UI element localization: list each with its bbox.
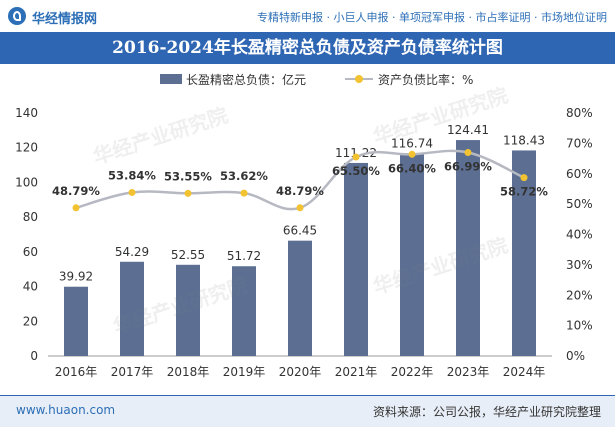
y-right-tick-label: 40% — [566, 228, 593, 242]
ratio-value-label: 65.50% — [332, 164, 380, 178]
legend-bar-label: 长盈精密总负债：亿元 — [186, 73, 307, 87]
logo-icon — [8, 7, 26, 25]
chart-title: 2016-2024年长盈精密总负债及资产负债率统计图 — [112, 38, 503, 58]
x-tick-label: 2016年 — [55, 365, 98, 379]
bar-value-label: 52.55 — [171, 248, 205, 262]
ratio-point — [72, 204, 80, 212]
ratio-value-label: 53.55% — [164, 169, 212, 183]
y-left-tick-label: 140 — [15, 106, 38, 120]
bar — [120, 261, 144, 356]
y-left-tick-label: 20 — [23, 314, 38, 328]
bar — [512, 150, 536, 356]
bar-value-label: 118.43 — [503, 133, 545, 147]
ratio-point — [352, 153, 360, 161]
ratio-value-label: 53.62% — [220, 169, 268, 183]
bar — [232, 266, 256, 356]
ratio-value-label: 66.40% — [388, 161, 436, 175]
bar-value-label: 39.92 — [59, 270, 93, 284]
chart-plot: 0 20 40 60 80 100 120 140 0% 10% 20% 30% 40% 50% 60% 70… — [15, 106, 593, 379]
ratio-point — [184, 189, 192, 197]
legend-line-label: 资产负债比率：% — [378, 73, 474, 87]
y-right-tick-label: 30% — [566, 258, 593, 272]
ratio-point — [408, 150, 416, 158]
footer-url[interactable]: www.huaon.com — [16, 403, 116, 417]
x-tick-label: 2019年 — [223, 365, 266, 379]
ratio-value-label: 53.84% — [108, 168, 156, 182]
top-bar: 华经情报网 专精特新申报 · 小巨人申报 · 单项冠军申报 · 市占率证明 · … — [0, 0, 615, 32]
bar — [64, 286, 88, 356]
y-right-tick-label: 70% — [566, 136, 593, 150]
y-right-tick-label: 50% — [566, 197, 593, 211]
logo-text: 华经情报网 — [32, 12, 98, 27]
title-bar: 2016-2024年长盈精密总负债及资产负债率统计图 — [0, 32, 615, 64]
bar-value-label: 124.41 — [447, 123, 489, 137]
bar — [344, 162, 368, 356]
ratio-point — [464, 149, 472, 157]
ratio-point — [296, 204, 304, 212]
footer — [0, 396, 615, 427]
y-left-tick-label: 0 — [30, 349, 38, 363]
x-tick-label: 2017年 — [111, 365, 154, 379]
y-left-tick-label: 80 — [23, 210, 38, 224]
bar — [456, 140, 480, 356]
ratio-value-label: 58.72% — [500, 185, 548, 199]
legend: 长盈精密总负债：亿元 资产负债比率：% — [0, 70, 615, 90]
footer-source: 资料来源：公司公报，华经产业研究院整理 — [372, 405, 601, 419]
ratio-value-label: 48.79% — [276, 184, 324, 198]
footer-divider — [0, 395, 615, 396]
y-right-tick-label: 10% — [566, 319, 593, 333]
y-left-tick-label: 60 — [23, 245, 38, 259]
ratio-point — [520, 174, 528, 182]
bar — [288, 240, 312, 356]
x-tick-label: 2022年 — [391, 365, 434, 379]
y-right-tick-label: 80% — [566, 106, 593, 120]
bar-value-label: 54.29 — [115, 245, 149, 259]
x-tick-label: 2021年 — [335, 365, 378, 379]
bar — [176, 264, 200, 356]
y-left-tick-label: 100 — [15, 175, 38, 189]
y-right-tick-label: 0% — [566, 349, 585, 363]
legend-line-dot — [355, 75, 363, 83]
ratio-point — [128, 188, 136, 196]
y-right-tick-label: 60% — [566, 167, 593, 181]
x-tick-label: 2024年 — [503, 365, 546, 379]
bar-value-label: 51.72 — [227, 249, 261, 263]
bar-value-label: 66.45 — [283, 224, 317, 238]
legend-bar-swatch — [160, 74, 182, 84]
ratio-value-label: 66.99% — [444, 160, 492, 174]
x-tick-label: 2018年 — [167, 365, 210, 379]
x-tick-label: 2023年 — [447, 365, 490, 379]
y-left-tick-label: 40 — [23, 280, 38, 294]
bar-value-label: 116.74 — [391, 136, 433, 150]
y-right-tick-label: 20% — [566, 288, 593, 302]
ratio-value-label: 48.79% — [52, 184, 100, 198]
ratio-point — [240, 189, 248, 197]
y-left-tick-label: 120 — [15, 141, 38, 155]
x-tick-label: 2020年 — [279, 365, 322, 379]
top-tags: 专精特新申报 · 小巨人申报 · 单项冠军申报 · 市占率证明 · 市场地位证明 — [257, 11, 607, 24]
bar-value-label: 111.22 — [335, 146, 377, 160]
bar — [400, 153, 424, 356]
